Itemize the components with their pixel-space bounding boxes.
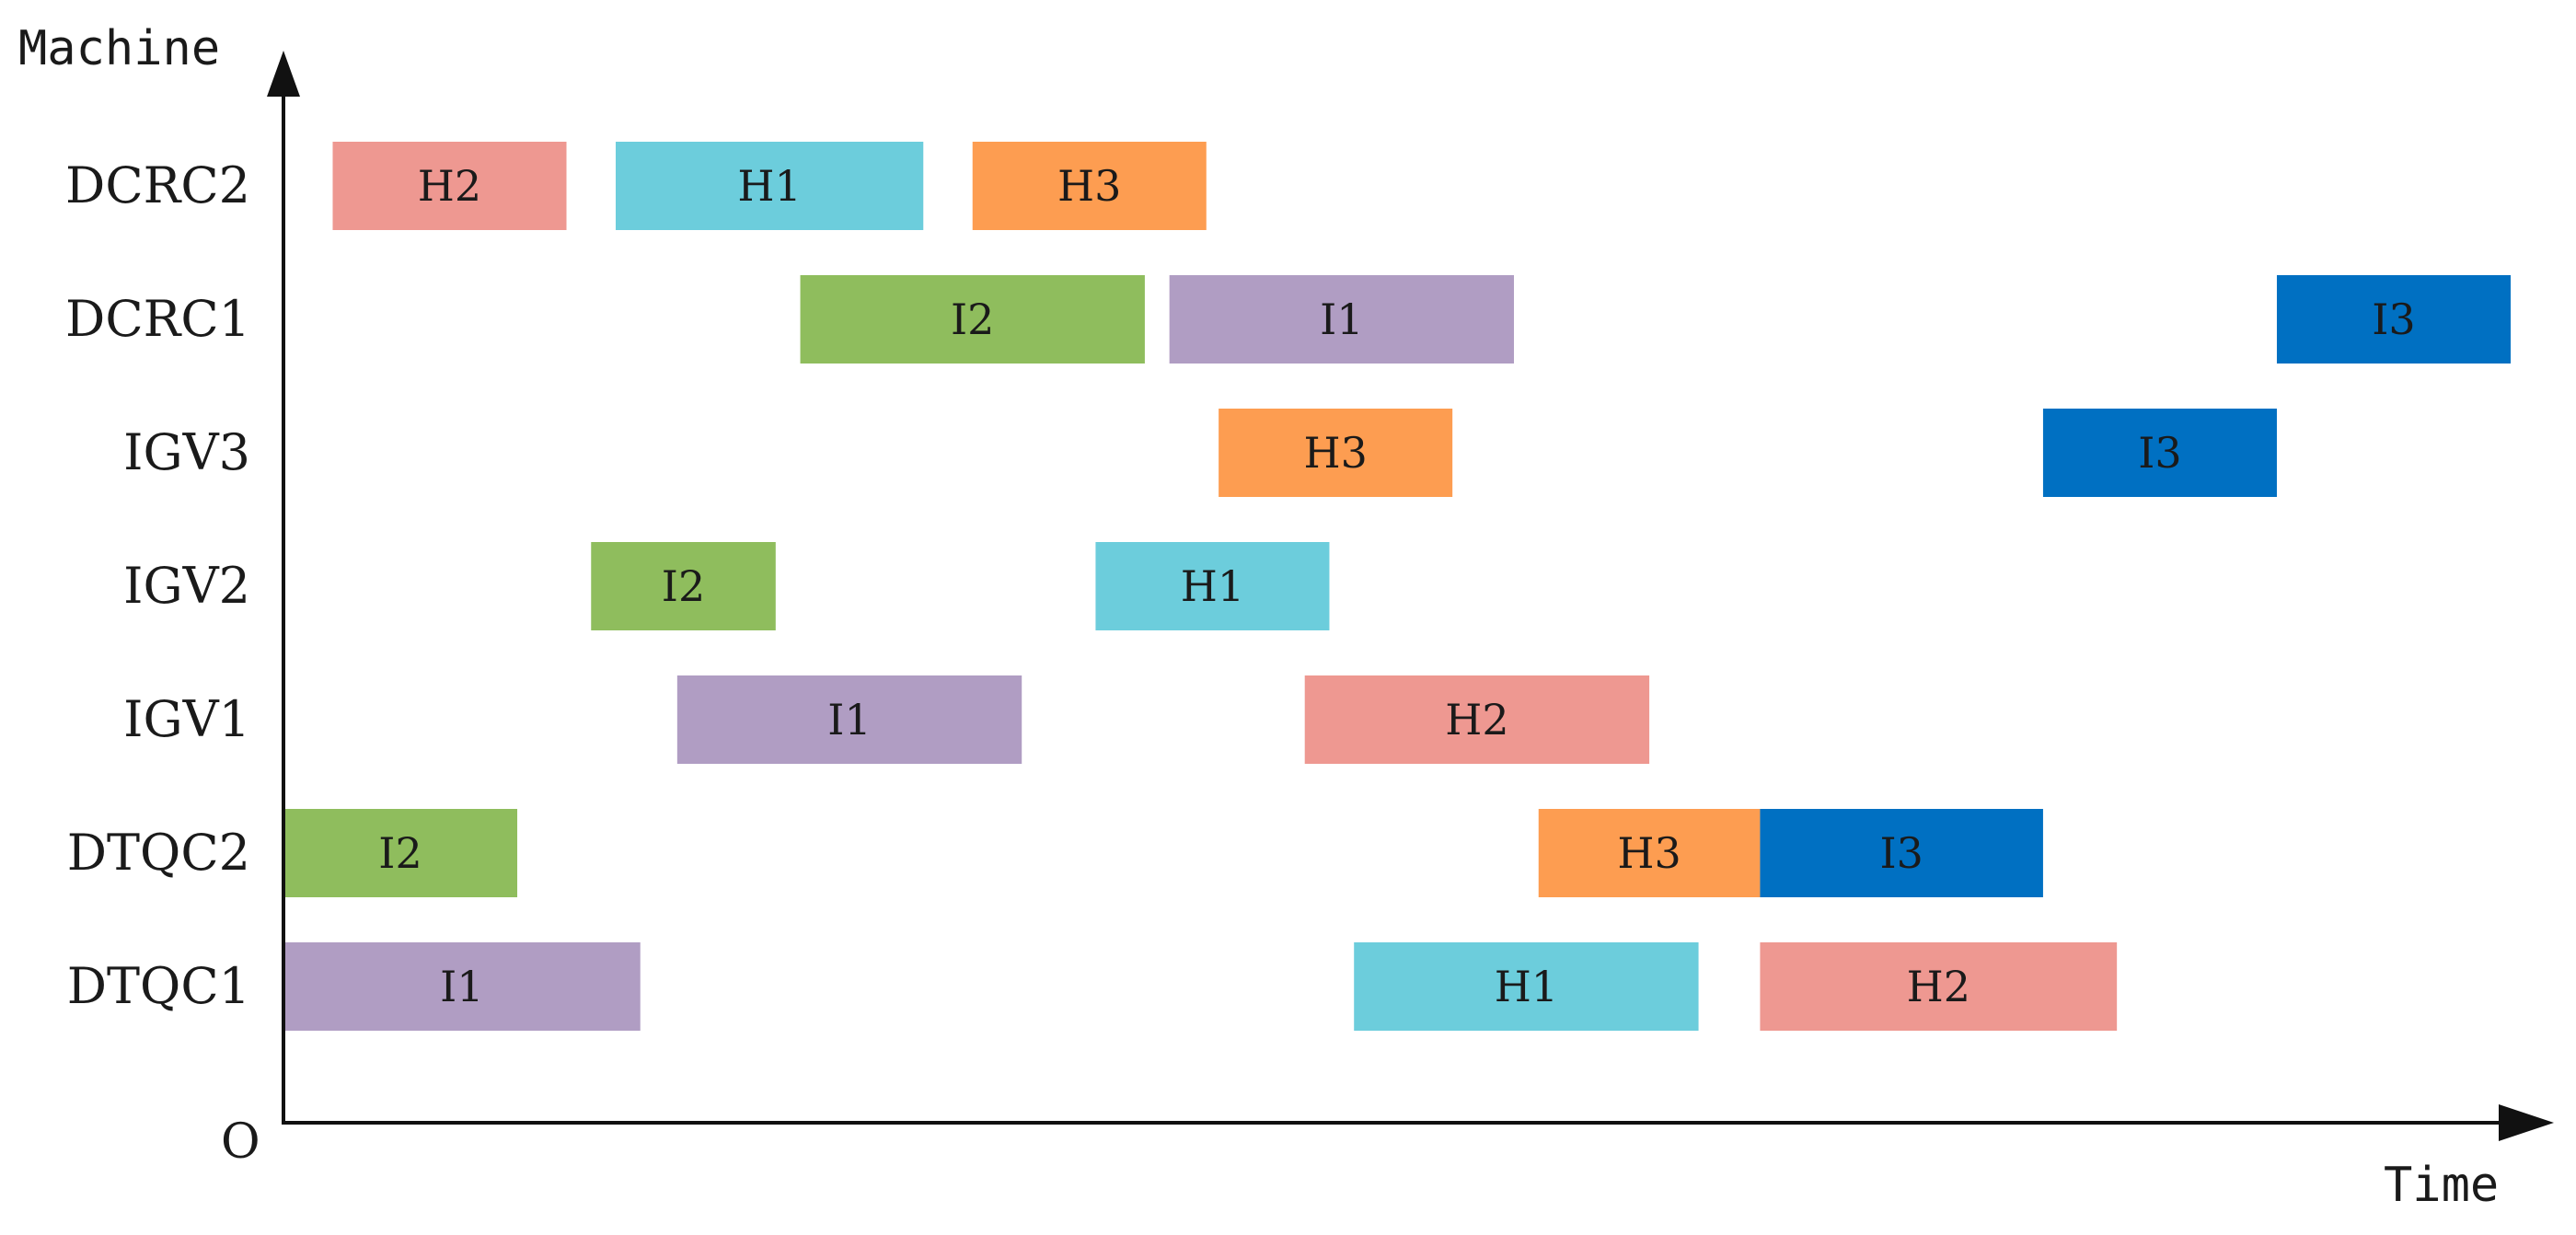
task-label: I2 — [662, 561, 705, 611]
origin-label: O — [221, 1114, 260, 1170]
task-dcrc2-h3: H3 — [972, 142, 1207, 230]
machine-label-igv3: IGV3 — [123, 423, 250, 481]
task-label: H1 — [1181, 561, 1244, 611]
task-dcrc2-h2: H2 — [332, 142, 567, 230]
task-label: I1 — [440, 962, 483, 1011]
task-label: H1 — [1495, 962, 1558, 1011]
task-bar — [676, 675, 1022, 764]
task-dtqc2-i3: I3 — [1760, 809, 2043, 897]
task-dtqc1-h1: H1 — [1354, 942, 1699, 1031]
task-label: H2 — [1445, 695, 1508, 744]
y-axis-title: Machine — [18, 21, 220, 76]
task-bar — [1354, 942, 1699, 1031]
task-label: I3 — [2138, 428, 2181, 478]
task-bar — [2042, 409, 2277, 497]
task-bar — [615, 142, 924, 230]
task-label: H1 — [737, 161, 801, 211]
task-label: I3 — [2372, 294, 2415, 344]
task-bar — [972, 142, 1207, 230]
task-label: I1 — [827, 695, 871, 744]
task-label: H2 — [1907, 962, 1970, 1011]
task-label: I2 — [378, 828, 422, 878]
task-bar — [1760, 942, 2118, 1031]
task-bar — [2276, 275, 2511, 364]
machine-labels: DTQC1 DTQC2 IGV1 IGV2 IGV3 DCRC1 DCRC2 — [65, 156, 250, 1015]
task-label: H2 — [418, 161, 481, 211]
task-bar — [800, 275, 1145, 364]
task-bar — [1219, 409, 1453, 497]
task-igv1-i1: I1 — [676, 675, 1022, 764]
task-dcrc1-i3: I3 — [2276, 275, 2511, 364]
machine-label-dtqc2: DTQC2 — [67, 824, 250, 882]
task-dtqc1-i1: I1 — [283, 942, 641, 1031]
task-dtqc2-i2: I2 — [283, 809, 518, 897]
machine-label-dtqc1: DTQC1 — [67, 957, 250, 1015]
machine-label-igv1: IGV1 — [123, 690, 250, 748]
task-label: H3 — [1303, 428, 1367, 478]
task-bar — [1760, 809, 2043, 897]
task-label: I2 — [951, 294, 994, 344]
task-bar — [283, 942, 641, 1031]
task-bar — [1538, 809, 1761, 897]
task-dtqc2-h3: H3 — [1538, 809, 1761, 897]
task-bar — [591, 542, 776, 630]
task-dcrc1-i1: I1 — [1169, 275, 1515, 364]
task-igv3-i3: I3 — [2042, 409, 2277, 497]
x-axis-title: Time — [2384, 1158, 2499, 1213]
task-bar — [1304, 675, 1650, 764]
task-label: I1 — [1320, 294, 1363, 344]
machine-label-dcrc1: DCRC1 — [65, 290, 250, 348]
task-igv2-h1: H1 — [1095, 542, 1330, 630]
x-axis-arrow — [2499, 1104, 2554, 1141]
task-bar — [283, 809, 518, 897]
task-igv1-h2: H2 — [1304, 675, 1650, 764]
machine-label-igv2: IGV2 — [123, 557, 250, 615]
task-bar — [1095, 542, 1330, 630]
task-dcrc2-h1: H1 — [615, 142, 924, 230]
task-label: H3 — [1057, 161, 1121, 211]
task-bar — [1169, 275, 1515, 364]
task-bars: H2 H1 H3 I2 I1 I3 H3 I3 I2 H1 I1 H2 I2 H3 I3 I1 H1 H2 — [283, 142, 2511, 1031]
machine-label-dcrc2: DCRC2 — [65, 156, 250, 214]
task-igv3-h3: H3 — [1219, 409, 1453, 497]
task-bar — [332, 142, 567, 230]
task-igv2-i2: I2 — [591, 542, 776, 630]
task-label: H3 — [1617, 828, 1681, 878]
task-dtqc1-h2: H2 — [1760, 942, 2118, 1031]
y-axis-arrow — [267, 51, 300, 97]
task-label: I3 — [1879, 828, 1923, 878]
task-dcrc1-i2: I2 — [800, 275, 1145, 364]
